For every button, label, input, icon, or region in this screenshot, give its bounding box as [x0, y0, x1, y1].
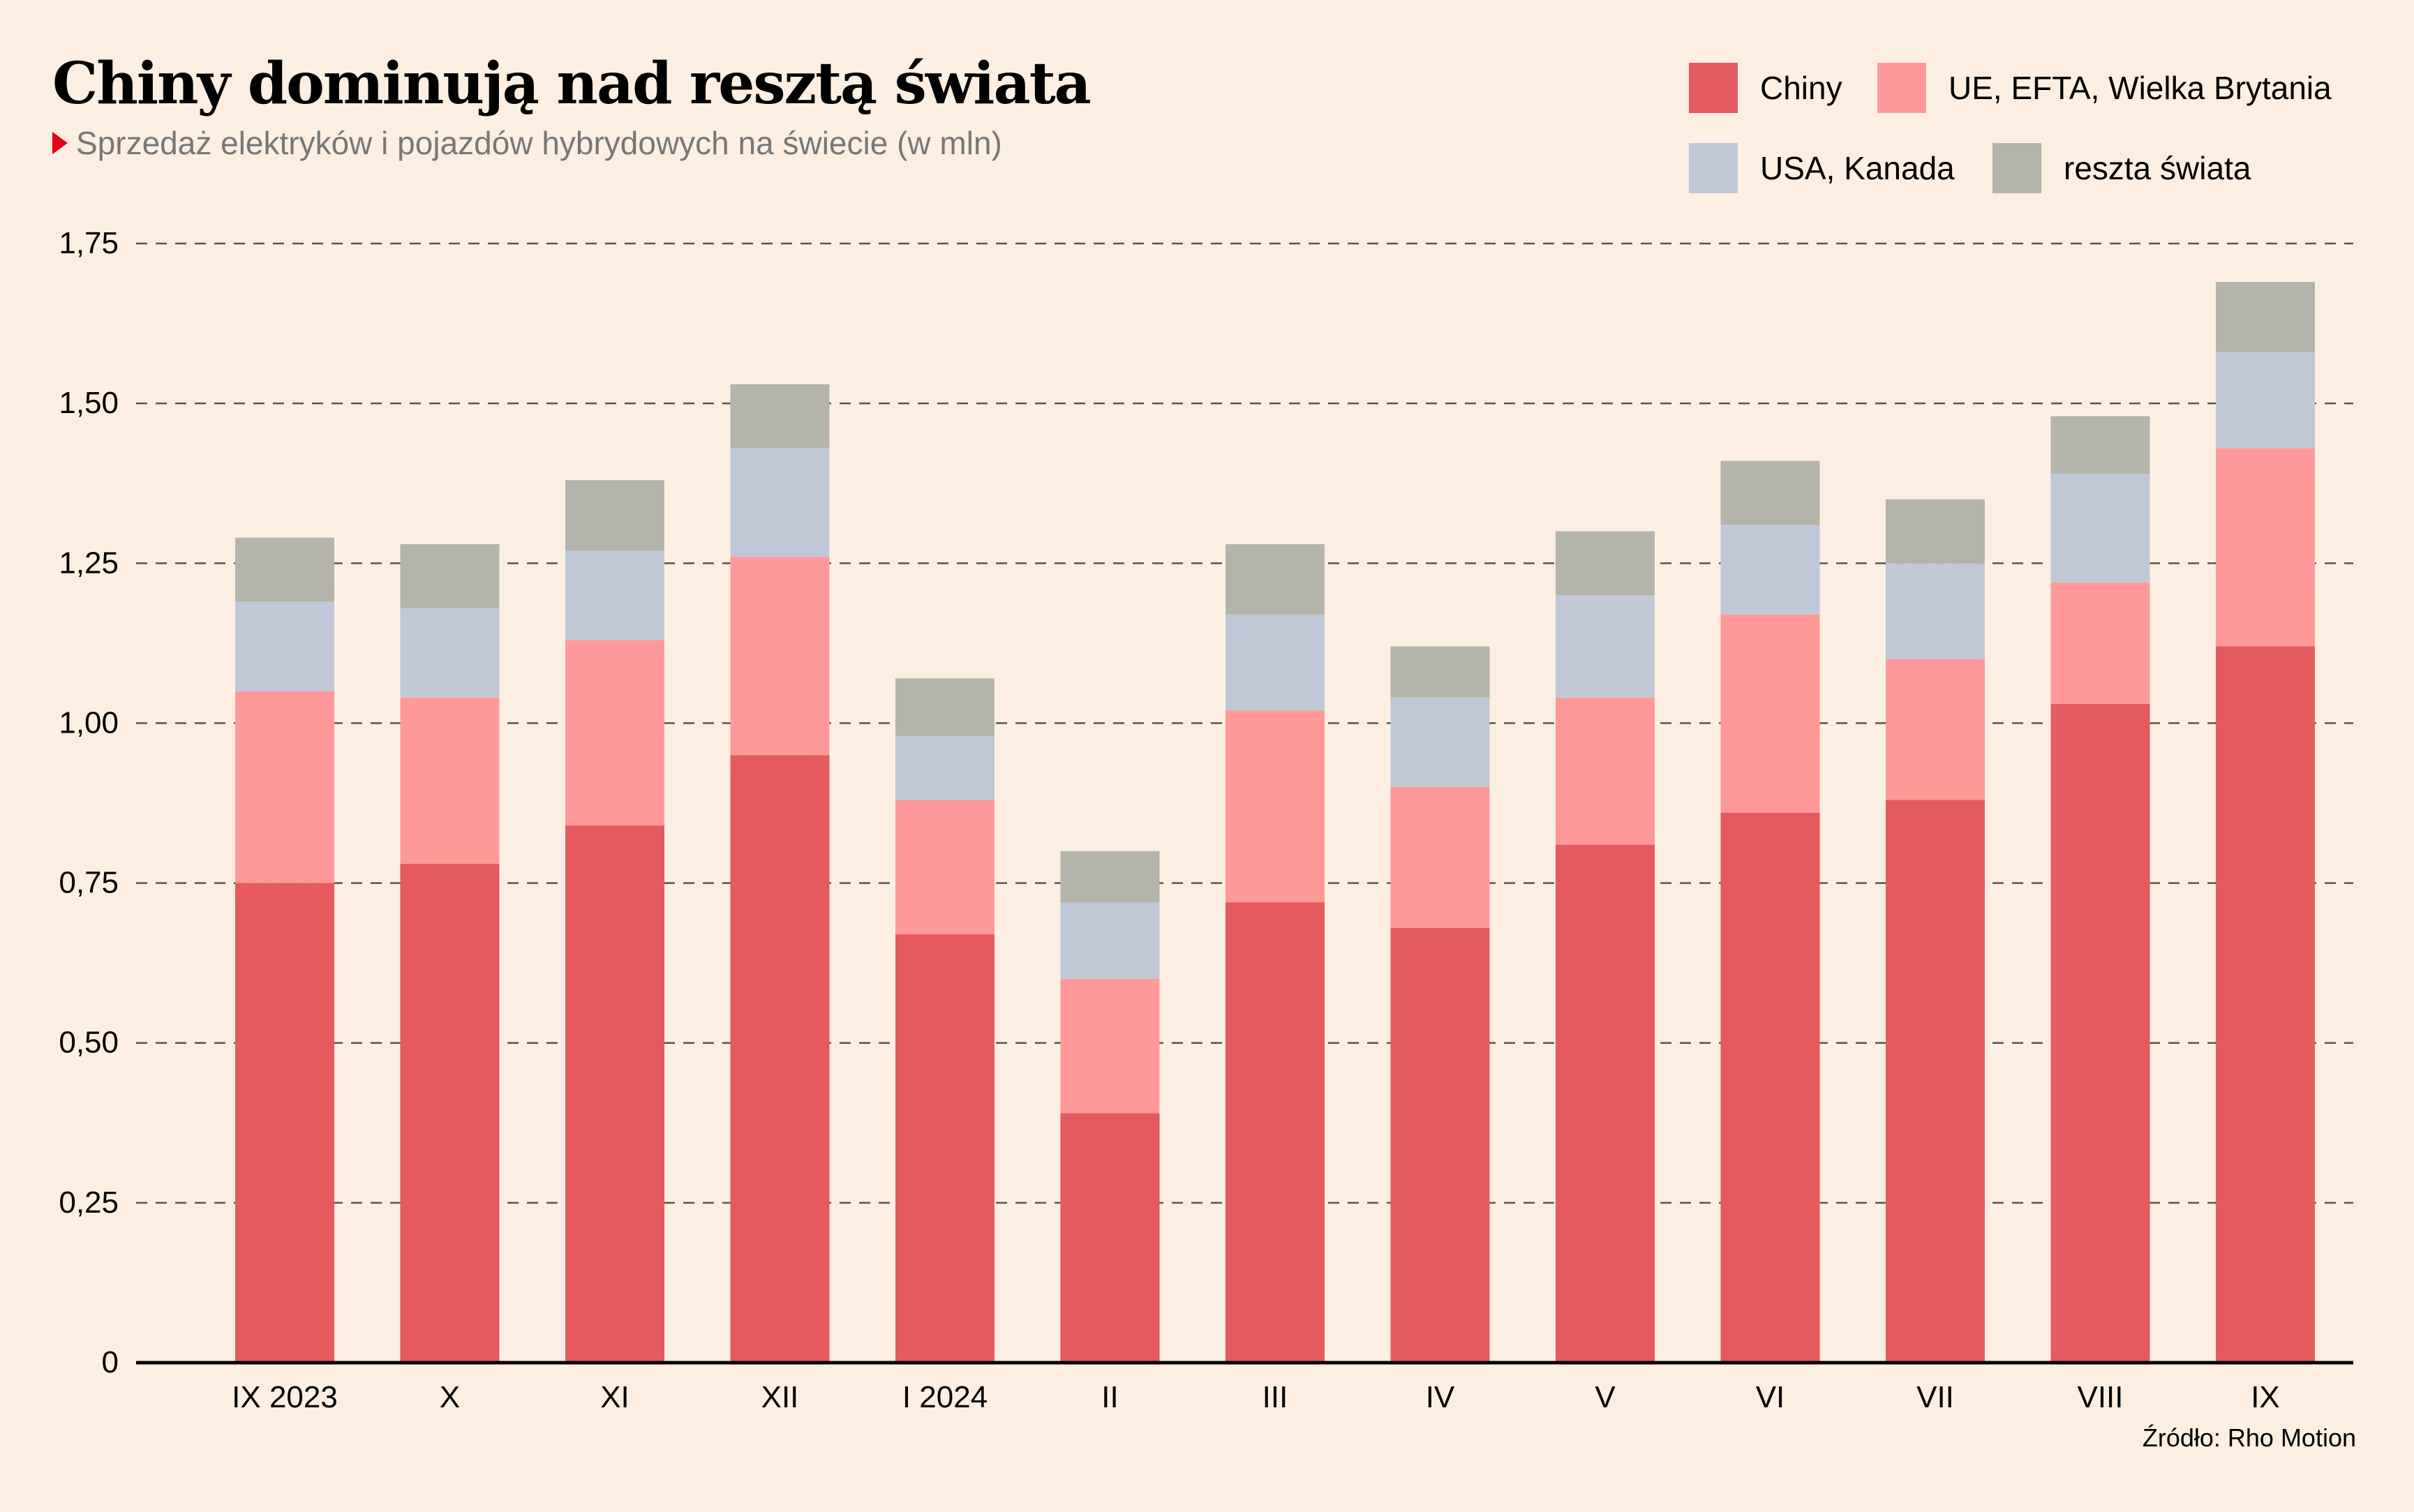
bar-segment-chiny [1556, 844, 1655, 1363]
bar-segment-ue-efta-wielka-brytania [235, 691, 334, 883]
bar-segment-chiny [2050, 703, 2150, 1363]
bar-segment-chiny [1720, 812, 1820, 1363]
y-tick-label: 1,25 [59, 546, 119, 580]
bar-segment-ue-efta-wielka-brytania [895, 800, 994, 934]
bar-segment-chiny [1225, 902, 1325, 1363]
bar-segment-reszta-świata [235, 537, 334, 602]
legend-swatch-reszta [1992, 143, 2041, 193]
y-axis-ticks: 0 0,25 0,50 0,75 1,00 1,25 1,50 1,75 [59, 226, 119, 1379]
bars [235, 281, 2315, 1363]
bar-segment-reszta-świata [1556, 531, 1655, 596]
bar-segment-reszta-świata [2050, 416, 2150, 474]
y-tick-label: 0 [102, 1345, 119, 1379]
legend-swatch-usa [1689, 143, 1738, 193]
chart-title: Chiny dominują nad resztą świata [52, 50, 1091, 117]
bar-segment-usa-kanada [730, 448, 830, 557]
legend-label: UE, EFTA, Wielka Brytania [1949, 70, 2332, 106]
x-tick-label: I 2024 [902, 1380, 988, 1414]
y-tick-label: 1,50 [59, 386, 119, 420]
bar-segment-ue-efta-wielka-brytania [2216, 448, 2315, 647]
subtitle-text: Sprzedaż elektryków i pojazdów hybrydowy… [76, 125, 1002, 161]
bar-segment-reszta-świata [400, 544, 500, 608]
y-tick-label: 0,75 [59, 866, 119, 900]
x-tick-label: IX 2023 [232, 1380, 338, 1414]
legend-label: reszta świata [2064, 150, 2251, 186]
bar-segment-usa-kanada [895, 735, 994, 800]
x-tick-label: V [1595, 1380, 1616, 1414]
bar-segment-chiny [1886, 800, 1985, 1363]
x-tick-label: IX [2251, 1380, 2280, 1414]
bar-segment-chiny [895, 934, 994, 1363]
bar-segment-ue-efta-wielka-brytania [1225, 710, 1325, 903]
bar-segment-chiny [730, 755, 830, 1363]
x-tick-label: IV [1426, 1380, 1455, 1414]
bar-segment-ue-efta-wielka-brytania [1886, 659, 1985, 800]
bar-segment-ue-efta-wielka-brytania [400, 697, 500, 864]
bar-segment-usa-kanada [235, 601, 334, 691]
bar-segment-usa-kanada [1886, 563, 1985, 659]
bar-segment-ue-efta-wielka-brytania [1060, 979, 1160, 1114]
source-note: Źródło: Rho Motion [2142, 1423, 2356, 1452]
bar-segment-reszta-świata [730, 384, 830, 449]
bar-segment-reszta-świata [1720, 461, 1820, 525]
y-tick-label: 1,75 [59, 226, 119, 260]
bar-segment-chiny [1390, 927, 1490, 1363]
x-tick-label: XI [600, 1380, 629, 1414]
bar-segment-chiny [235, 883, 334, 1363]
x-tick-label: VI [1756, 1380, 1785, 1414]
bar-segment-chiny [2216, 646, 2315, 1363]
bar-segment-usa-kanada [400, 608, 500, 698]
legend-label: Chiny [1760, 70, 1842, 106]
bar-segment-chiny [400, 864, 500, 1363]
bar-segment-reszta-świata [895, 678, 994, 736]
legend-item-chiny: Chiny [1689, 63, 1842, 113]
y-tick-label: 0,25 [59, 1185, 119, 1220]
bar-segment-reszta-świata [1886, 499, 1985, 564]
y-tick-label: 0,50 [59, 1026, 119, 1060]
bar-segment-usa-kanada [2216, 352, 2315, 449]
bar-segment-reszta-świata [1390, 646, 1490, 698]
bar-segment-ue-efta-wielka-brytania [1556, 697, 1655, 845]
bar-segment-usa-kanada [1225, 614, 1325, 711]
x-tick-label: III [1262, 1380, 1288, 1414]
bar-segment-usa-kanada [1556, 595, 1655, 698]
x-axis-ticks: IX 2023 X XI XII I 2024 II III IV V VI VII VIII IX [232, 1380, 2280, 1414]
bar-segment-reszta-świata [1060, 851, 1160, 903]
bar-segment-usa-kanada [1390, 697, 1490, 788]
bar-segment-reszta-świata [2216, 281, 2315, 352]
x-tick-label: XII [761, 1380, 799, 1414]
bar-segment-ue-efta-wielka-brytania [1720, 614, 1820, 813]
bar-segment-usa-kanada [1060, 902, 1160, 980]
legend-item-reszta: reszta świata [1992, 143, 2251, 193]
triangle-marker-icon [52, 132, 68, 154]
bar-segment-ue-efta-wielka-brytania [730, 557, 830, 756]
legend-item-ue: UE, EFTA, Wielka Brytania [1877, 63, 2332, 113]
bar-segment-chiny [565, 825, 664, 1363]
bar-segment-ue-efta-wielka-brytania [565, 640, 664, 826]
bar-segment-ue-efta-wielka-brytania [2050, 582, 2150, 704]
bar-segment-usa-kanada [565, 550, 664, 641]
bar-segment-ue-efta-wielka-brytania [1390, 787, 1490, 928]
bar-segment-reszta-świata [1225, 544, 1325, 615]
x-tick-label: X [440, 1380, 460, 1414]
bar-segment-reszta-świata [565, 480, 664, 551]
bar-segment-chiny [1060, 1113, 1160, 1363]
x-tick-label: II [1101, 1380, 1118, 1414]
legend-item-usa: USA, Kanada [1689, 143, 1955, 193]
legend-swatch-ue [1877, 63, 1926, 113]
bar-segment-usa-kanada [2050, 473, 2150, 583]
x-tick-label: VII [1916, 1380, 1954, 1414]
bar-segment-usa-kanada [1720, 525, 1820, 615]
legend-swatch-chiny [1689, 63, 1738, 113]
x-tick-label: VIII [2077, 1380, 2123, 1414]
legend-label: USA, Kanada [1760, 150, 1955, 186]
y-tick-label: 1,00 [59, 705, 119, 740]
chart-subtitle: Sprzedaż elektryków i pojazdów hybrydowy… [52, 124, 1002, 162]
